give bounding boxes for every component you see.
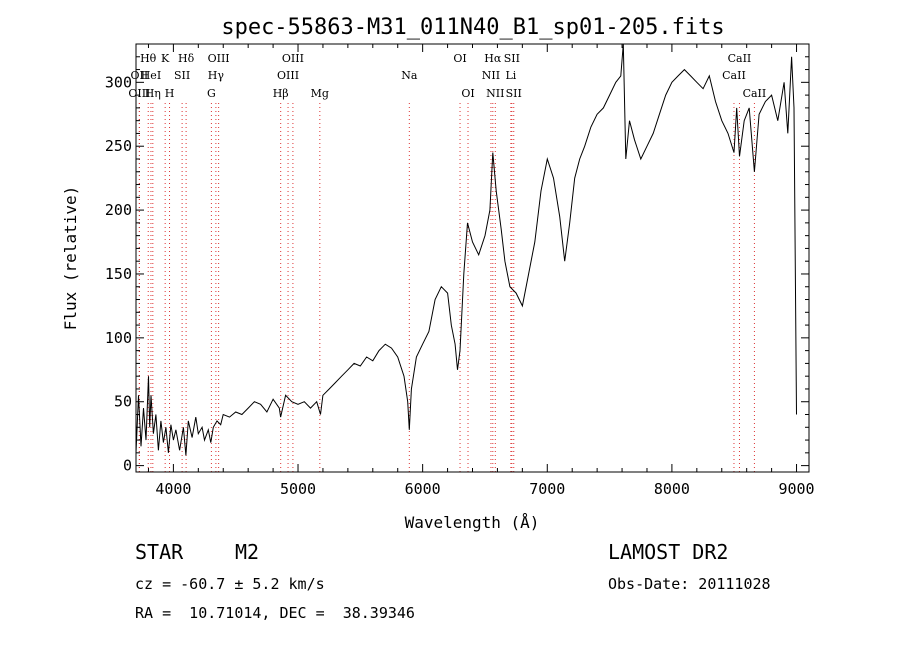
line-label: SII: [506, 87, 522, 100]
object-class: STAR: [135, 540, 184, 564]
y-tick-label: 150: [105, 265, 132, 283]
y-tick-label: 300: [105, 73, 132, 91]
y-axis-ticks: 0 50 100 150 200 250 300: [105, 56, 809, 475]
line-label: SII: [174, 69, 190, 82]
line-label: NII: [482, 69, 500, 82]
plot-frame: [135, 43, 810, 473]
line-label: Na: [401, 69, 418, 82]
line-label: SII: [504, 52, 520, 65]
x-axis-ticks: 4000 5000 6000 7000 8000 9000: [147, 44, 815, 498]
line-label: OIII: [128, 87, 150, 100]
y-tick-label: 0: [123, 457, 132, 475]
ra-dec-coordinates: RA = 10.71014, DEC = 38.39346: [135, 604, 415, 622]
line-label: CaII: [743, 87, 767, 100]
line-label: Hα: [484, 52, 502, 65]
line-label: Hγ: [208, 69, 225, 82]
x-tick-label: 5000: [280, 480, 316, 498]
line-label: H: [165, 87, 175, 100]
line-label: Hδ: [178, 52, 195, 65]
line-label: OIII: [282, 52, 304, 65]
line-label: K: [161, 52, 170, 65]
x-tick-label: 8000: [654, 480, 690, 498]
x-tick-label: 9000: [778, 480, 814, 498]
line-label: Mg: [311, 87, 329, 100]
y-tick-label: 100: [105, 329, 132, 347]
object-subclass: M2: [235, 540, 260, 564]
chart-title: spec-55863-M31_011N40_B1_sp01-205.fits: [221, 15, 724, 40]
line-label: OIII: [208, 52, 230, 65]
line-label: Li: [505, 69, 516, 82]
spectrum-series: [135, 43, 797, 456]
y-tick-label: 50: [114, 393, 132, 411]
line-label: HeI: [141, 69, 161, 82]
line-label: OII: [131, 69, 149, 82]
line-label: CaII: [728, 52, 752, 65]
x-tick-label: 4000: [155, 480, 191, 498]
line-label: NII: [486, 87, 504, 100]
line-label: Hη: [145, 87, 161, 100]
y-tick-label: 200: [105, 201, 132, 219]
line-label: OIII: [277, 69, 299, 82]
line-label: Hβ: [273, 87, 289, 100]
redshift-velocity: cz = -60.7 ± 5.2 km/s: [135, 575, 325, 593]
spectrum-line: [135, 43, 797, 456]
line-label: Hθ: [140, 52, 157, 65]
line-label: OI: [461, 87, 474, 100]
y-axis-label: Flux (relative): [61, 186, 80, 331]
x-tick-label: 6000: [405, 480, 441, 498]
line-label: OI: [453, 52, 466, 65]
y-tick-label: 250: [105, 137, 132, 155]
line-label: CaII: [722, 69, 746, 82]
observation-date: Obs-Date: 20111028: [608, 575, 771, 593]
x-axis-label: Wavelength (Å): [405, 513, 540, 532]
line-label: G: [207, 87, 216, 100]
x-tick-label: 7000: [529, 480, 565, 498]
survey-name: LAMOST DR2: [608, 540, 729, 564]
